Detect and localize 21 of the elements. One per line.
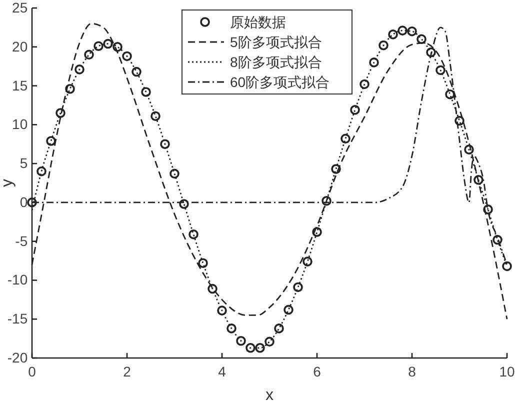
legend-label: 60阶多项式拟合	[230, 74, 330, 90]
y-tick-label: 5	[20, 155, 28, 172]
y-tick-label: 0	[20, 194, 28, 210]
x-tick-label: 2	[123, 363, 132, 380]
y-tick-label: 20	[12, 38, 28, 54]
y-axis-title: y	[0, 179, 16, 187]
x-tick-label: 4	[218, 363, 226, 380]
y-tick-label: -20	[7, 349, 28, 366]
y-tick-label: 10	[12, 116, 28, 132]
y-tick-label: 25	[12, 0, 28, 16]
x-axis-title: x	[266, 387, 274, 404]
x-tick-label: 6	[313, 363, 322, 380]
x-tick-label: 10	[499, 363, 515, 380]
legend-label: 原始数据	[230, 14, 286, 30]
y-tick-label: -10	[7, 272, 28, 288]
x-tick-label: 8	[408, 363, 416, 380]
legend-label: 5阶多项式拟合	[230, 34, 322, 50]
y-tick-label: 15	[12, 77, 28, 94]
legend-label: 8阶多项式拟合	[230, 54, 322, 70]
y-tick-label: -5	[15, 232, 28, 249]
y-tick-label: -15	[7, 310, 28, 327]
